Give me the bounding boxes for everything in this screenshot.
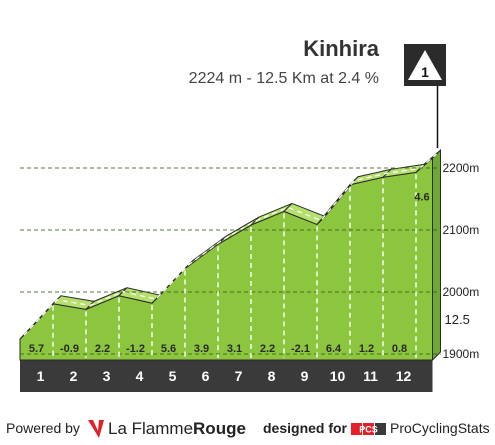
gradient-label-km-8: 2.2 — [260, 343, 275, 355]
chart-subtitle: 2224 m - 12.5 Km at 2.4 % — [189, 70, 379, 87]
gradient-label-km-3: 2.2 — [95, 343, 110, 355]
gradient-label-km-5: 5.6 — [161, 343, 176, 355]
footer: Powered by La FlammeRouge designed for P… — [6, 419, 490, 438]
gradient-label-km-2: -0.9 — [60, 343, 79, 355]
gradient-label-km-12: 0.8 — [392, 343, 407, 355]
profile-base — [19, 148, 441, 392]
km-label-12: 12 — [396, 368, 412, 384]
km-band — [20, 360, 433, 392]
km-labels: 1 2 3 4 5 6 7 8 9 10 11 12 — [37, 368, 412, 384]
end-distance-label: 12.5 — [445, 312, 470, 327]
pcs-logo-icon — [351, 423, 386, 435]
gradient-label-km-11: 1.2 — [359, 343, 374, 355]
brand-rouge: Rouge — [193, 419, 246, 438]
km-label-5: 5 — [169, 368, 177, 384]
elevation-gridlines — [20, 167, 441, 355]
gradient-label-km-4: -1.2 — [126, 343, 145, 355]
chart-title: Kinhira — [303, 36, 380, 61]
gradient-label-km-6: 3.9 — [194, 343, 209, 355]
km-label-2: 2 — [70, 368, 78, 384]
profile-front-face — [19, 156, 433, 361]
elevation-tick-2000: 2000m — [443, 285, 480, 299]
gradient-label-km-1: 5.7 — [29, 343, 44, 355]
km-label-3: 3 — [103, 368, 111, 384]
climb-marker-number: 1 — [421, 64, 429, 80]
designed-for-text: designed for — [263, 420, 348, 436]
km-droplines — [52, 174, 417, 358]
powered-by-text: Powered by — [6, 420, 80, 436]
km-label-10: 10 — [330, 368, 346, 384]
elevation-tick-2200: 2200m — [443, 161, 480, 175]
elevation-tick-2100: 2100m — [443, 223, 480, 237]
gradient-labels: 5.7 -0.9 2.2 -1.2 5.6 3.9 3.1 2.2 -2.1 6.4 1.2 0.8 4… — [29, 191, 430, 355]
km-label-4: 4 — [136, 368, 144, 384]
gradient-label-km-10: 6.4 — [326, 343, 342, 355]
gradient-label-km-7: 3.1 — [227, 343, 242, 355]
km-label-9: 9 — [301, 368, 309, 384]
la-flamme-rouge-brand: La FlammeRouge — [108, 419, 246, 438]
brand-la-flamme: La Flamme — [108, 419, 193, 438]
pcs-badge-text: PCS — [359, 425, 378, 435]
elevation-tick-1900: 1900m — [443, 347, 480, 361]
gradient-label-km-13: 4.6 — [414, 191, 429, 203]
procyclingstats-text: ProCyclingStats — [390, 420, 490, 436]
climb-marker-triangle-icon — [408, 50, 442, 80]
km-label-6: 6 — [202, 368, 210, 384]
km-label-7: 7 — [235, 368, 243, 384]
km-label-8: 8 — [268, 368, 276, 384]
km-label-11: 11 — [363, 368, 378, 384]
profile-right-wall — [432, 148, 441, 362]
climb-marker: 1 — [404, 44, 446, 149]
la-flamme-rouge-logo-icon — [88, 420, 104, 438]
km-label-1: 1 — [37, 368, 45, 384]
elevation-tick-labels: 1900m 2000m 2100m 2200m 12.5 — [443, 161, 480, 361]
gradient-label-km-9: -2.1 — [291, 343, 310, 355]
